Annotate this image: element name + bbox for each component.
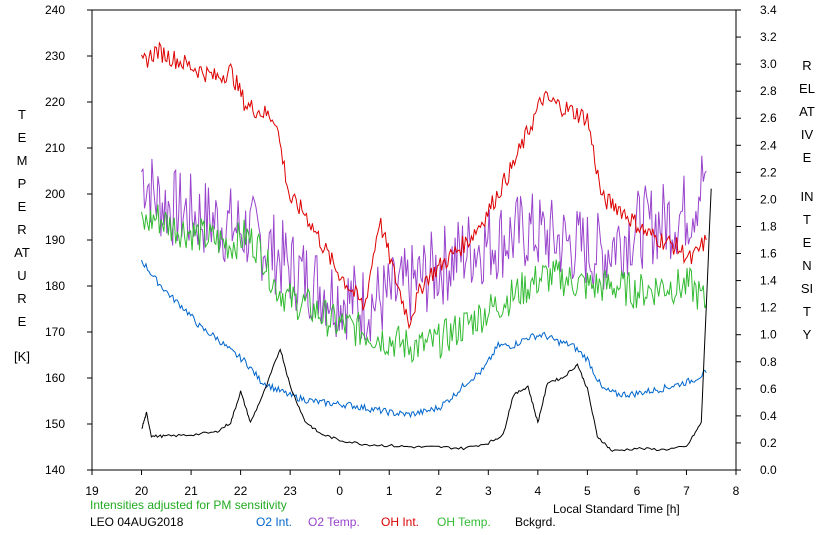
x-tick-label: 4: [535, 484, 542, 498]
x-tick-label: 6: [634, 484, 641, 498]
legend-o2-temp: O2 Temp.: [308, 515, 360, 529]
right-tick-label: 2.4: [760, 138, 777, 152]
x-tick-label: 0: [336, 484, 343, 498]
series-line-bckgrd: [141, 188, 712, 452]
right-axis-label-line1: RELATIVE: [799, 58, 815, 165]
left-axis-label-line1: TEMPERATURE: [14, 107, 30, 329]
right-tick-label: 1.6: [760, 247, 777, 261]
right-tick-label: 0.2: [760, 436, 777, 450]
right-tick-label: 0.4: [760, 409, 777, 423]
left-tick-label: 240: [45, 3, 65, 17]
x-tick-label: 7: [683, 484, 690, 498]
legend-oh-int: OH Int.: [381, 515, 420, 529]
x-tick-label: 22: [234, 484, 248, 498]
right-tick-label: 1.0: [760, 328, 777, 342]
right-tick-label: 1.4: [760, 274, 777, 288]
right-tick-label: 3.4: [760, 3, 777, 17]
x-tick-label: 23: [283, 484, 297, 498]
right-tick-label: 2.8: [760, 84, 777, 98]
x-tick-label: 1: [386, 484, 393, 498]
x-tick-label: 2: [435, 484, 442, 498]
left-tick-label: 220: [45, 95, 65, 109]
right-tick-label: 1.8: [760, 219, 777, 233]
right-tick-label: 2.2: [760, 165, 777, 179]
right-axis-label: RELATIVE INTENSITY: [799, 54, 815, 346]
series-line-o2-int: [141, 259, 707, 419]
right-tick-label: 3.2: [760, 30, 777, 44]
right-tick-label: 2.0: [760, 192, 777, 206]
series-line-oh-int: [141, 41, 707, 330]
right-tick-label: 2.6: [760, 111, 777, 125]
left-tick-label: 180: [45, 279, 65, 293]
left-tick-label: 160: [45, 371, 65, 385]
legend-oh-temp: OH Temp.: [437, 515, 491, 529]
left-axis-label-line2: [K]: [14, 349, 30, 364]
right-tick-label: 1.2: [760, 301, 777, 315]
right-axis-label-line2: INTENSITY: [800, 189, 814, 342]
left-tick-label: 200: [45, 187, 65, 201]
series-line-o2-temp: [141, 155, 707, 342]
x-axis-label: Local Standard Time [h]: [553, 502, 680, 516]
left-axis-label: TEMPERATURE [K]: [14, 103, 30, 368]
x-tick-label: 19: [85, 484, 99, 498]
left-tick-label: 230: [45, 49, 65, 63]
x-tick-label: 21: [184, 484, 198, 498]
right-tick-label: 0.0: [760, 463, 777, 477]
x-tick-label: 5: [584, 484, 591, 498]
series-layer: [141, 41, 712, 452]
left-tick-label: 150: [45, 417, 65, 431]
left-tick-label: 140: [45, 463, 65, 477]
x-tick-label: 3: [485, 484, 492, 498]
series-line-oh-temp: [141, 204, 707, 364]
x-axis-ticks: 19 20 21 22 23 0 1 2 3 4 5 6 7 8: [85, 470, 740, 498]
x-tick-label: 8: [733, 484, 740, 498]
right-axis-ticks: 0.0 0.2 0.4 0.6 0.8 1.0 1.2 1.4 1.6 1.8 2.0 2.2 2.4 2…: [736, 3, 777, 477]
right-tick-label: 0.6: [760, 382, 777, 396]
right-tick-label: 3.0: [760, 57, 777, 71]
sensitivity-note: Intensities adjusted for PM sensitivity: [90, 498, 287, 512]
legend-o2-int: O2 Int.: [256, 515, 293, 529]
left-tick-label: 170: [45, 325, 65, 339]
left-axis-ticks: 140 150 160 170 180 190 200 210 220 230 240: [45, 3, 92, 477]
right-tick-label: 0.8: [760, 355, 777, 369]
station-label: LEO 04AUG2018: [90, 515, 184, 529]
left-tick-label: 210: [45, 141, 65, 155]
left-tick-label: 190: [45, 233, 65, 247]
legend-bckgrd: Bckgrd.: [515, 515, 556, 529]
x-tick-label: 20: [135, 484, 149, 498]
